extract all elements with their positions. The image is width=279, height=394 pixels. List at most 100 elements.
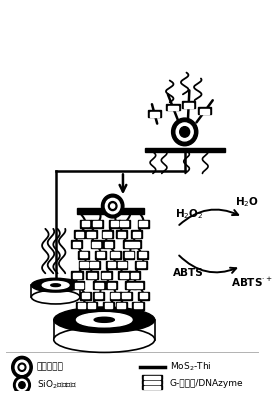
Bar <box>138 220 149 228</box>
Bar <box>133 232 140 237</box>
Circle shape <box>18 363 26 372</box>
Bar <box>105 242 112 247</box>
Bar <box>142 380 162 384</box>
Bar <box>182 101 195 108</box>
Bar <box>79 261 90 269</box>
Bar <box>93 292 104 300</box>
Bar <box>82 293 89 298</box>
Bar <box>103 240 114 248</box>
Bar <box>108 283 115 288</box>
Bar <box>95 283 103 288</box>
Bar <box>139 252 146 257</box>
Bar <box>137 251 148 258</box>
Bar <box>93 221 101 226</box>
Bar <box>132 302 144 310</box>
Text: H$_2$O$_2$: H$_2$O$_2$ <box>175 207 204 221</box>
Bar <box>168 106 178 110</box>
Bar <box>143 376 160 379</box>
Bar <box>150 112 159 117</box>
Bar <box>145 148 225 152</box>
Bar <box>118 262 126 268</box>
Bar <box>86 230 97 238</box>
Bar <box>71 271 83 279</box>
Bar <box>127 283 134 288</box>
Text: SiO$_2$纳米粒子: SiO$_2$纳米粒子 <box>37 379 77 391</box>
Circle shape <box>16 379 27 391</box>
Bar <box>125 281 136 289</box>
Bar <box>74 230 85 238</box>
Bar <box>106 281 117 289</box>
Bar <box>78 251 89 258</box>
Bar <box>142 385 162 389</box>
Ellipse shape <box>31 290 80 304</box>
Text: 金纳米粒子: 金纳米粒子 <box>37 363 64 372</box>
Bar <box>120 273 128 278</box>
Bar <box>121 221 128 226</box>
Bar <box>103 302 114 310</box>
Circle shape <box>109 202 117 210</box>
Bar <box>109 220 120 228</box>
Circle shape <box>19 382 25 388</box>
Circle shape <box>102 194 124 218</box>
Ellipse shape <box>51 284 61 286</box>
Circle shape <box>172 118 198 146</box>
Bar <box>92 220 103 228</box>
Bar <box>132 242 139 247</box>
Bar <box>138 292 149 300</box>
Bar <box>142 375 162 379</box>
Bar <box>200 110 209 114</box>
Bar <box>87 232 95 237</box>
Circle shape <box>176 123 193 141</box>
Bar <box>123 251 134 258</box>
Ellipse shape <box>54 327 155 352</box>
Ellipse shape <box>76 313 132 327</box>
Bar <box>117 303 125 309</box>
Bar <box>140 221 147 226</box>
Bar <box>110 251 121 258</box>
Bar <box>100 271 112 279</box>
Circle shape <box>105 198 120 214</box>
Text: ABTS$^{\cdot+}$: ABTS$^{\cdot+}$ <box>230 276 272 289</box>
Bar <box>143 386 160 389</box>
Bar <box>134 283 142 288</box>
Bar <box>93 281 105 289</box>
Bar <box>90 262 98 268</box>
Bar <box>116 230 127 238</box>
Circle shape <box>15 360 29 374</box>
Bar <box>118 232 126 237</box>
Bar <box>71 240 82 248</box>
Bar <box>97 252 104 257</box>
Bar <box>143 381 160 384</box>
Bar <box>80 252 87 257</box>
Bar <box>130 240 141 248</box>
Bar <box>80 220 91 228</box>
Bar <box>184 103 193 108</box>
Bar <box>116 261 128 269</box>
Ellipse shape <box>94 317 114 322</box>
Bar <box>129 271 140 279</box>
Bar <box>106 261 117 269</box>
Bar <box>110 221 118 226</box>
Bar <box>110 292 121 300</box>
Bar <box>76 232 83 237</box>
Bar <box>76 302 87 310</box>
Bar <box>131 230 142 238</box>
Bar <box>135 261 147 269</box>
Bar <box>105 303 112 309</box>
Bar <box>95 293 102 298</box>
Bar <box>134 303 142 309</box>
Circle shape <box>180 126 190 137</box>
Circle shape <box>14 376 30 394</box>
Bar <box>131 273 138 278</box>
Bar <box>137 262 145 268</box>
Bar <box>125 252 133 257</box>
Bar <box>112 293 119 298</box>
Bar <box>78 303 85 309</box>
Bar <box>88 273 96 278</box>
Bar <box>119 220 130 228</box>
Bar <box>86 271 98 279</box>
Bar <box>122 293 130 298</box>
Bar <box>88 261 100 269</box>
Text: G-四联体/DNAzyme: G-四联体/DNAzyme <box>170 379 243 388</box>
Bar <box>111 252 119 257</box>
